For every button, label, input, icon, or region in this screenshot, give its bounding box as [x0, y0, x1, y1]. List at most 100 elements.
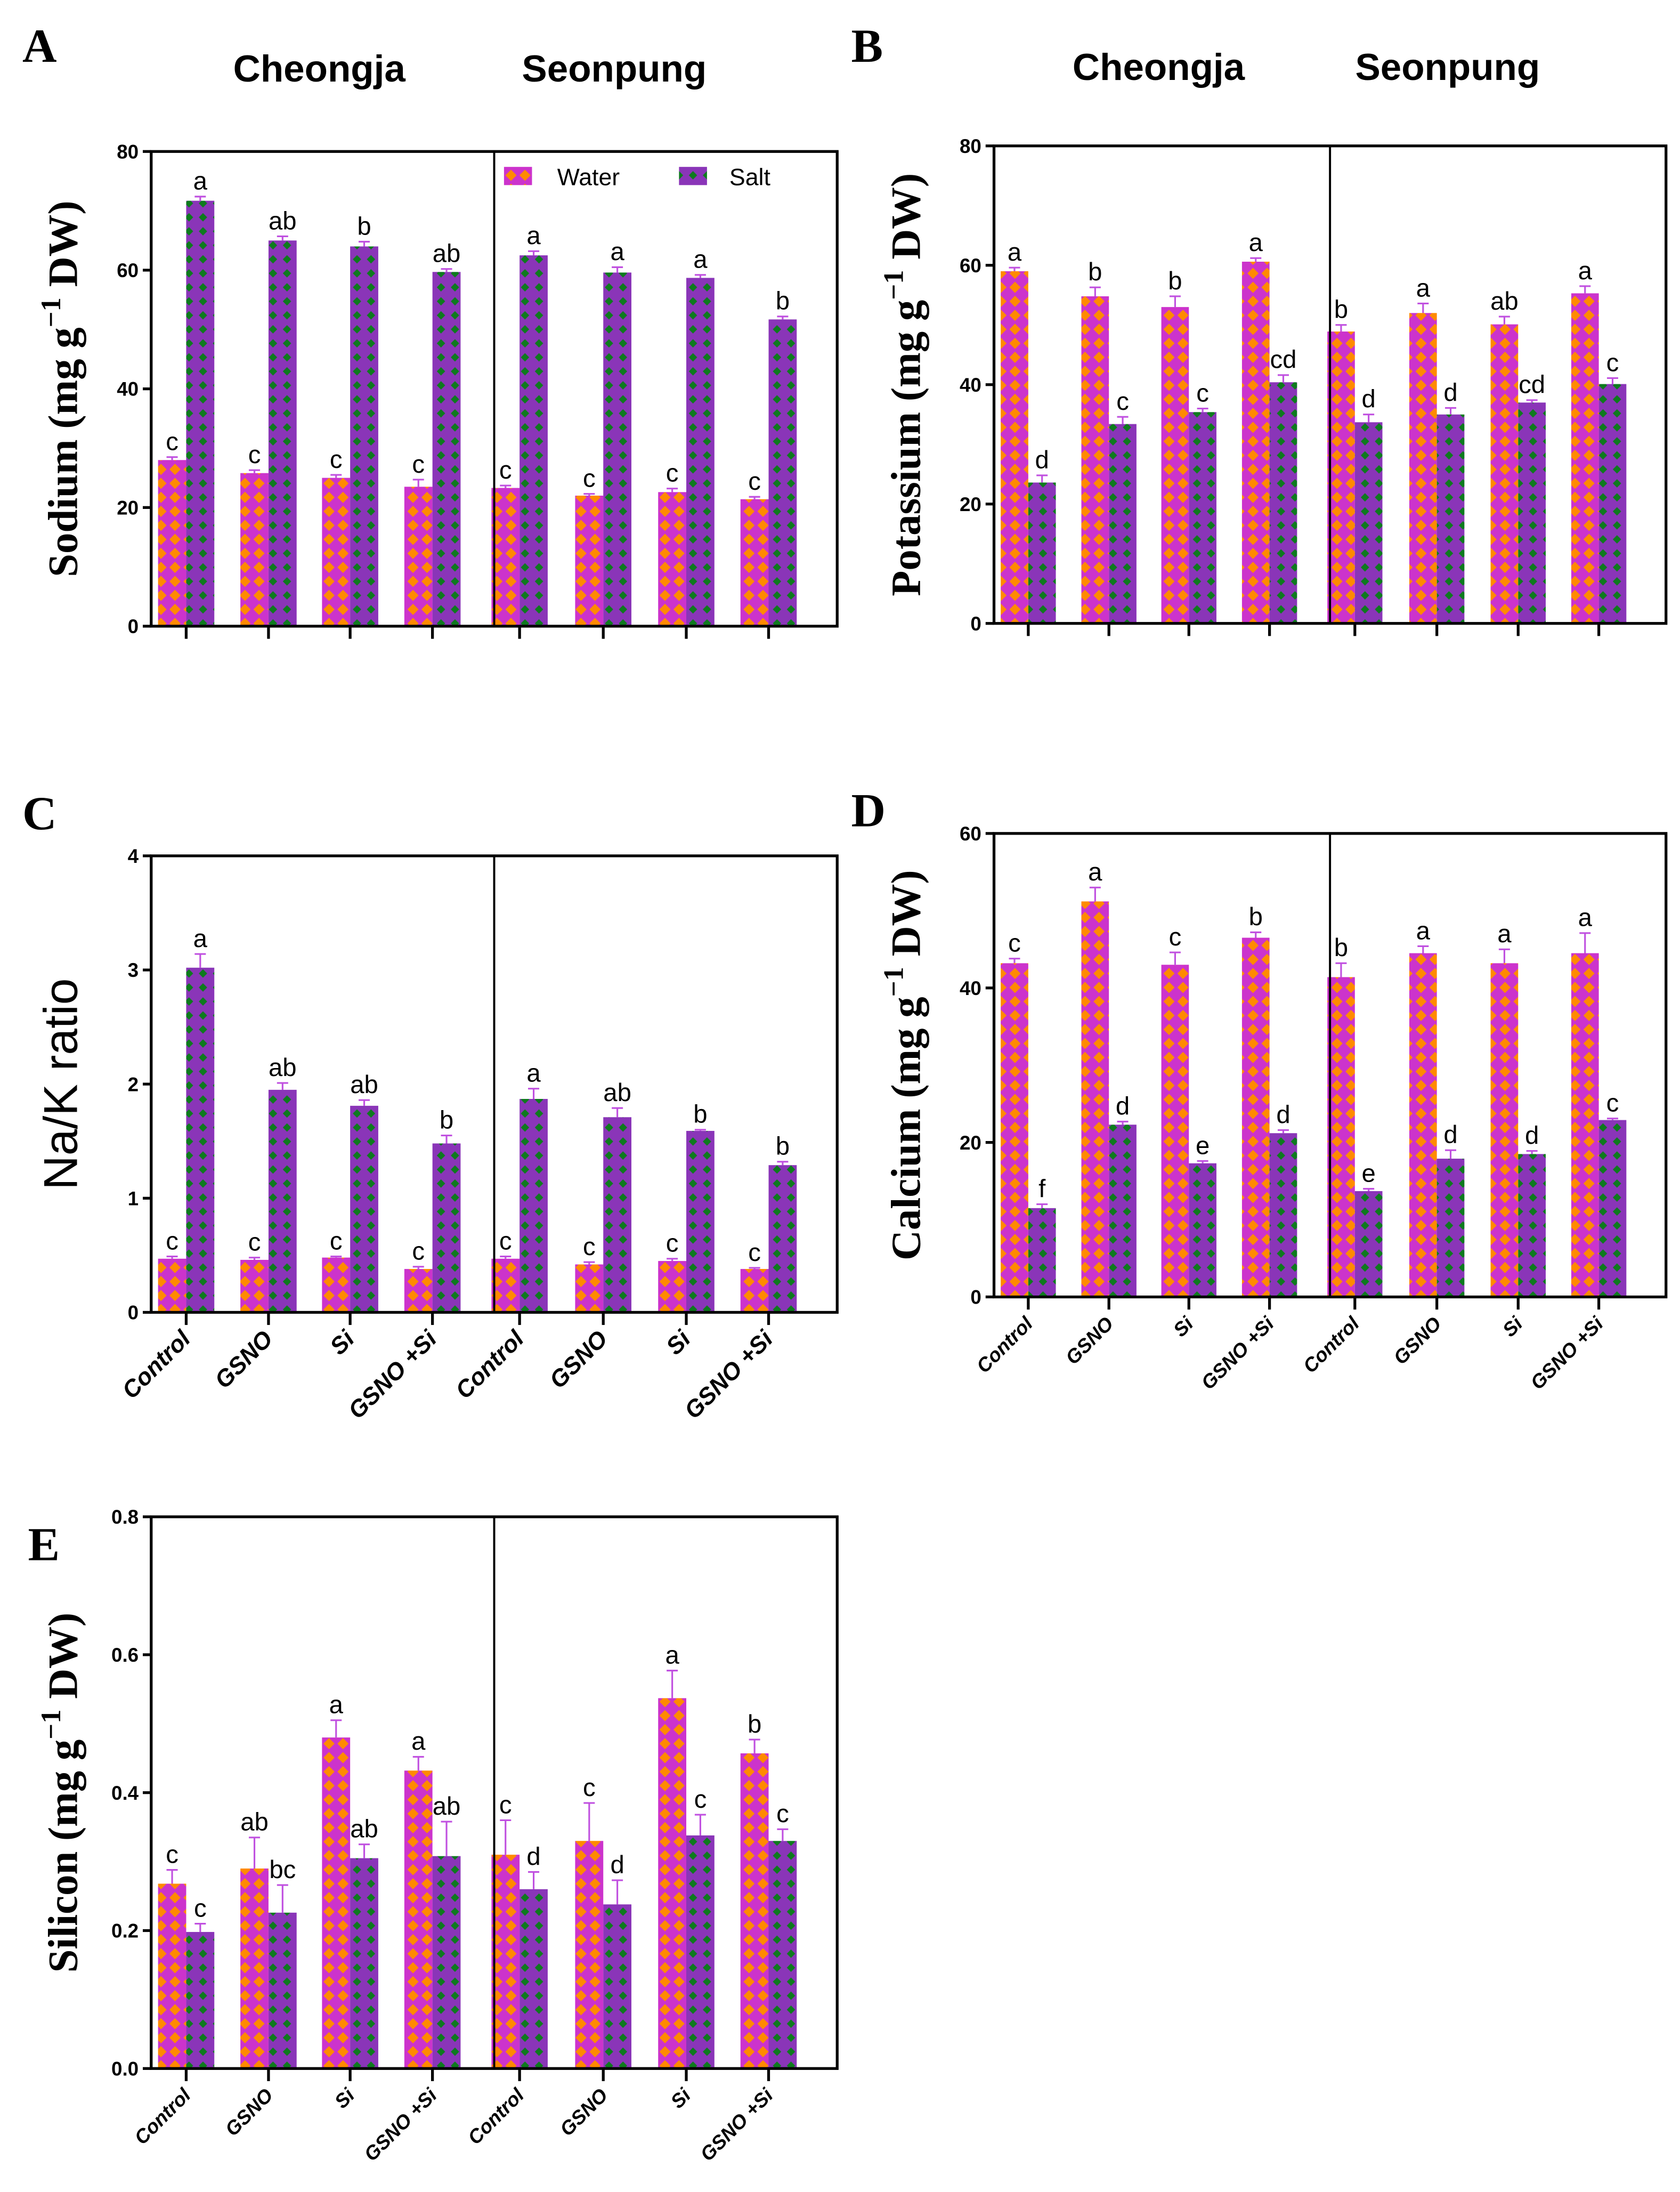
bar-salt	[1354, 422, 1383, 624]
bar-salt	[1436, 1159, 1465, 1297]
x-category-label: Si	[667, 2084, 695, 2113]
significance-letter: a	[1416, 274, 1431, 302]
bar-salt	[1354, 1191, 1383, 1297]
significance-letter: c	[499, 456, 512, 484]
significance-letter: a	[1497, 920, 1512, 948]
significance-letter: c	[330, 1227, 343, 1255]
bar-salt	[768, 319, 797, 626]
bar-salt	[768, 1165, 797, 1313]
y-axis-label: Na/K ratio	[34, 978, 87, 1190]
bar-water	[658, 1698, 687, 2069]
significance-letter: ab	[350, 1815, 378, 1843]
bar-water	[658, 492, 687, 626]
significance-letter: d	[1361, 385, 1375, 414]
significance-letter: ab	[1490, 287, 1519, 316]
y-tick-label: 80	[117, 141, 139, 163]
y-axis-label-main: Calcium (mg g	[883, 997, 929, 1260]
x-category-label: GSNO	[221, 2084, 278, 2141]
significance-letter: cd	[1519, 371, 1545, 399]
significance-letter: a	[693, 246, 708, 274]
significance-letter: ab	[269, 207, 297, 235]
y-tick-label: 0.6	[111, 1644, 139, 1666]
bar-water	[1161, 965, 1189, 1297]
bar-water	[575, 1264, 604, 1313]
bar-water	[658, 1261, 687, 1313]
y-axis-label-superscript: −1	[36, 1709, 67, 1739]
significance-letter: d	[1035, 446, 1049, 474]
x-category-label: Control	[972, 1312, 1037, 1377]
significance-letter: b	[693, 1101, 707, 1129]
y-axis-label-unit: DW)	[40, 200, 87, 297]
significance-letter: c	[666, 1230, 679, 1258]
significance-letter: a	[1088, 858, 1102, 886]
bar-water	[1241, 262, 1270, 624]
bar-salt	[520, 1099, 548, 1313]
bar-salt	[1109, 424, 1137, 624]
significance-letter: b	[440, 1106, 453, 1134]
significance-letter: c	[248, 1228, 261, 1257]
x-category-label: GSNO	[556, 2084, 612, 2141]
panel-label-b: B	[851, 20, 883, 72]
x-category-label: Si	[325, 1325, 360, 1360]
y-axis-label-unit: DW)	[883, 870, 929, 967]
y-axis-label-unit: DW)	[40, 1613, 87, 1710]
significance-letter: f	[1038, 1175, 1046, 1203]
significance-letter: b	[776, 1133, 790, 1161]
significance-letter: c	[666, 459, 679, 488]
y-tick-label: 60	[960, 823, 981, 845]
bar-salt	[520, 255, 548, 626]
significance-letter: e	[1361, 1159, 1375, 1187]
y-axis-label-main: Potassium (mg g	[883, 300, 929, 596]
x-category-label: GSNO +Si	[344, 1325, 443, 1424]
significance-letter: b	[1168, 267, 1182, 295]
bar-salt	[350, 1105, 378, 1313]
x-category-label: Si	[330, 2084, 359, 2113]
bar-water	[1001, 963, 1028, 1297]
significance-letter: a	[526, 222, 541, 250]
significance-letter: b	[748, 1710, 761, 1738]
significance-letter: c	[166, 1227, 178, 1255]
bar-salt	[432, 1856, 461, 2069]
panel-label-d: D	[851, 784, 886, 837]
group-title: Cheongja	[233, 48, 406, 90]
bar-water	[740, 499, 769, 626]
y-tick-label: 1	[128, 1187, 139, 1209]
bar-water	[404, 1770, 433, 2069]
significance-letter: d	[1116, 1092, 1130, 1120]
y-tick-label: 2	[128, 1073, 139, 1095]
y-axis-label: Calcium (mg g−1 DW)	[879, 870, 930, 1260]
bar-water	[240, 1869, 269, 2069]
y-tick-label: 20	[960, 494, 981, 515]
significance-letter: c	[499, 1227, 512, 1255]
y-axis-label: Sodium (mg g−1 DW)	[36, 200, 87, 577]
significance-letter: c	[748, 1239, 761, 1267]
bar-salt	[1269, 1133, 1297, 1297]
y-axis-label: Silicon (mg g−1 DW)	[36, 1613, 87, 1973]
bar-salt	[186, 1932, 215, 2069]
y-tick-label: 0	[970, 1287, 981, 1308]
y-axis-label-main: Na/K ratio	[34, 978, 87, 1190]
significance-letter: a	[1578, 904, 1593, 932]
legend-label-water: Water	[557, 164, 620, 190]
y-tick-label: 60	[117, 260, 139, 281]
significance-letter: c	[1606, 349, 1619, 377]
x-category-label: GSNO	[1061, 1313, 1118, 1369]
panel-label-c: C	[22, 787, 57, 840]
y-axis-label: Potassium (mg g−1 DW)	[879, 173, 930, 596]
bar-salt	[1109, 1125, 1137, 1297]
significance-letter: ab	[433, 1792, 461, 1821]
x-category-label: GSNO +Si	[696, 2084, 777, 2165]
y-tick-label: 80	[960, 135, 981, 157]
bar-salt	[268, 240, 297, 626]
x-category-label: Si	[1498, 1312, 1527, 1341]
legend: Water Salt	[504, 164, 770, 190]
significance-letter: a	[1249, 229, 1263, 257]
significance-letter: ab	[350, 1071, 378, 1099]
bar-water	[240, 473, 269, 626]
significance-letter: a	[193, 925, 208, 953]
significance-letter: ab	[603, 1079, 631, 1107]
bar-water	[1571, 293, 1599, 624]
